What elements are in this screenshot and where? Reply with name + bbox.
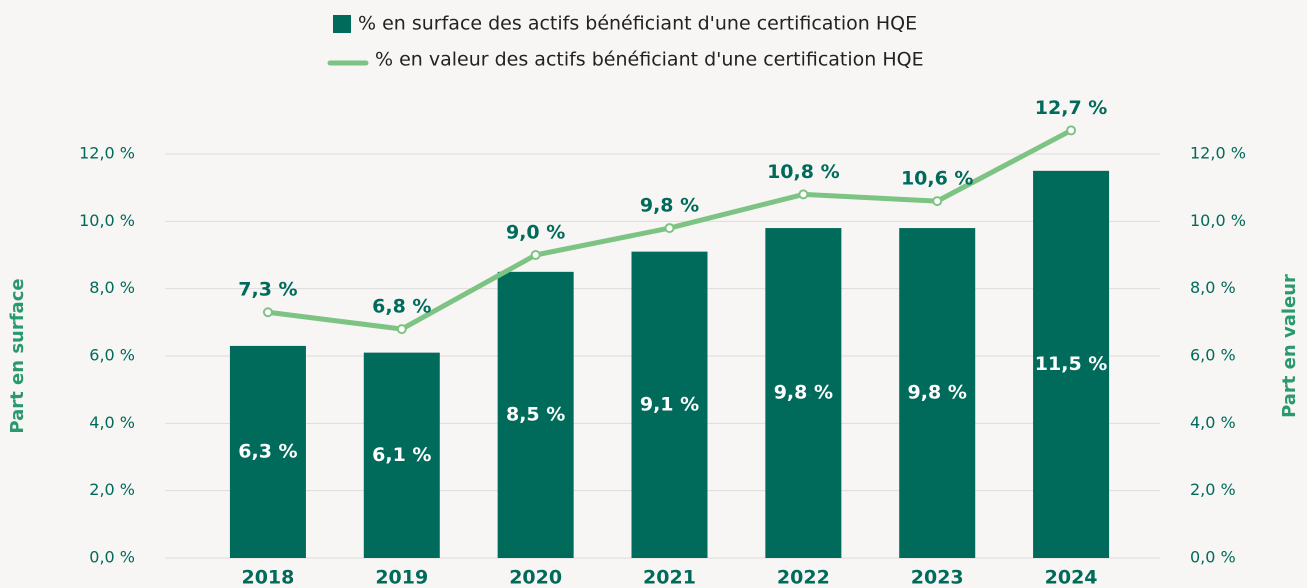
y-tick-label: 0,0 % bbox=[89, 548, 135, 567]
line-value-label: 7,3 % bbox=[238, 279, 297, 301]
bar-value-label: 6,3 % bbox=[238, 440, 297, 462]
y2-tick-label: 10,0 % bbox=[1190, 211, 1246, 230]
y2-tick-label: 6,0 % bbox=[1190, 346, 1236, 365]
bar bbox=[899, 228, 976, 559]
line-point bbox=[530, 250, 541, 260]
line-point bbox=[932, 196, 943, 207]
y2-tick-label: 2,0 % bbox=[1190, 480, 1236, 499]
bar bbox=[497, 271, 574, 558]
x-tick-label: 2018 bbox=[241, 567, 294, 588]
bar bbox=[1033, 170, 1110, 559]
y2-tick-label: 12,0 % bbox=[1190, 144, 1246, 163]
bar-value-label: 9,8 % bbox=[774, 382, 833, 404]
y-tick-label: 2,0 % bbox=[89, 480, 135, 499]
bar bbox=[229, 345, 306, 558]
line-point bbox=[664, 223, 675, 234]
line-value-label: 9,0 % bbox=[506, 222, 565, 244]
line-point bbox=[798, 189, 809, 200]
line-value-label: 12,7 % bbox=[1035, 97, 1108, 119]
line-value-label: 10,6 % bbox=[901, 168, 974, 190]
x-tick-label: 2023 bbox=[911, 567, 964, 588]
y2-tick-label: 4,0 % bbox=[1190, 413, 1236, 432]
bar-value-label: 9,8 % bbox=[908, 382, 967, 404]
bar bbox=[765, 228, 842, 559]
x-tick-label: 2019 bbox=[375, 567, 428, 588]
x-tick-label: 2021 bbox=[643, 567, 696, 588]
y-tick-label: 12,0 % bbox=[79, 144, 135, 163]
bar-value-label: 11,5 % bbox=[1035, 353, 1108, 375]
line-point bbox=[396, 324, 407, 335]
y-axis-title: Part en surface bbox=[7, 278, 28, 433]
y-tick-label: 10,0 % bbox=[79, 211, 135, 230]
line-value-label: 6,8 % bbox=[372, 296, 431, 318]
line-point bbox=[1066, 125, 1077, 136]
bar bbox=[363, 352, 440, 558]
line-value-label: 10,8 % bbox=[767, 161, 840, 183]
bar-value-label: 8,5 % bbox=[506, 403, 565, 425]
y2-tick-label: 8,0 % bbox=[1190, 278, 1236, 297]
y2-axis-title: Part en valeur bbox=[1279, 274, 1300, 418]
bar-value-label: 9,1 % bbox=[640, 393, 699, 415]
bar-value-label: 6,1 % bbox=[372, 444, 431, 466]
legend-swatch bbox=[333, 15, 351, 33]
legend-label: % en valeur des actifs bénéficiant d'une… bbox=[375, 49, 924, 71]
y-tick-label: 6,0 % bbox=[89, 346, 135, 365]
y2-tick-label: 0,0 % bbox=[1190, 548, 1236, 567]
line-value-label: 9,8 % bbox=[640, 195, 699, 217]
x-tick-label: 2020 bbox=[509, 567, 562, 588]
x-tick-label: 2024 bbox=[1045, 567, 1098, 588]
x-tick-label: 2022 bbox=[777, 567, 830, 588]
y-tick-label: 8,0 % bbox=[89, 278, 135, 297]
bar bbox=[631, 251, 708, 558]
y-tick-label: 4,0 % bbox=[89, 413, 135, 432]
line-point bbox=[262, 307, 273, 318]
legend-label: % en surface des actifs bénéficiant d'un… bbox=[358, 13, 917, 35]
